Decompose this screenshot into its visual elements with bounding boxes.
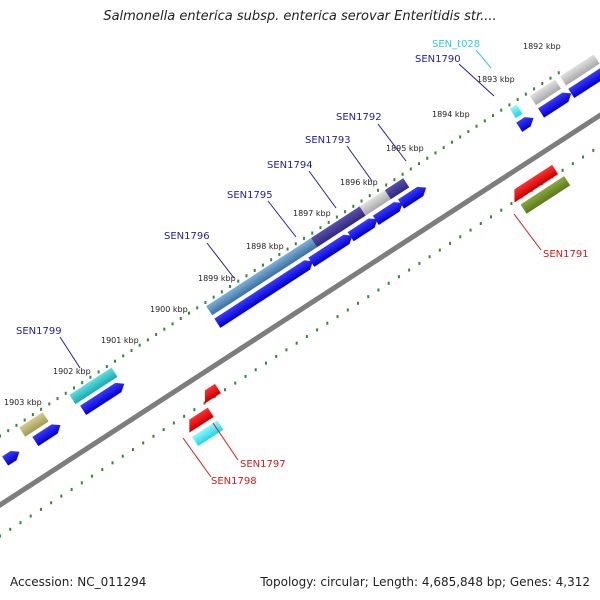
gene-feature-sen1797[interactable] — [183, 407, 214, 433]
gene-label-sen1796[interactable]: SEN1796 — [164, 231, 210, 242]
cds-arrow[interactable] — [308, 231, 355, 267]
gene-label-sen1798[interactable]: SEN1798 — [211, 476, 257, 487]
label-connectors — [59, 49, 542, 478]
tick-label: 1895 kbp — [386, 144, 424, 153]
connector-sen1796 — [206, 242, 235, 279]
connector-sen1795 — [267, 200, 297, 238]
gene-feature-sen1796[interactable] — [206, 238, 318, 316]
gene-label-sen1799[interactable]: SEN1799 — [16, 326, 62, 337]
cds-arrow[interactable] — [372, 198, 406, 225]
connector-sen1797 — [212, 422, 239, 461]
connector-sen1793 — [346, 145, 373, 182]
gene-feature-sen1790[interactable] — [529, 79, 562, 106]
tick-label: 1898 kbp — [246, 242, 284, 251]
connector-sen-t028 — [475, 49, 492, 69]
tick-label: 1894 kbp — [432, 110, 470, 119]
gene-feature-sen1791[interactable] — [520, 176, 571, 214]
tick-label: 1893 kbp — [477, 75, 515, 84]
tick-label: 1901 kbp — [101, 336, 139, 345]
gene-label-sen1791[interactable]: SEN1791 — [543, 249, 589, 260]
cds-arrow[interactable] — [538, 89, 574, 118]
gene-label-sen1797[interactable]: SEN1797 — [240, 459, 286, 470]
gene-feature-sen1799[interactable] — [69, 367, 118, 405]
gene-feature-sen1791-red[interactable] — [508, 164, 559, 203]
gene-feature-grey-far[interactable] — [560, 54, 600, 86]
tick-label: 1896 kbp — [340, 178, 378, 187]
genome-backbone — [0, 87, 600, 528]
gene-label-sen-t028[interactable]: SEN_t028 — [432, 39, 480, 50]
cds-arrow[interactable] — [516, 113, 536, 132]
gene-label-sen1794[interactable]: SEN1794 — [267, 160, 313, 171]
connector-sen1792 — [377, 123, 407, 162]
tick-label: 1902 kbp — [53, 367, 91, 376]
gene-label-sen1795[interactable]: SEN1795 — [227, 190, 273, 201]
tick-label: 1903 kbp — [4, 398, 42, 407]
connector-sen1798 — [182, 437, 212, 478]
tick-label: 1897 kbp — [293, 209, 331, 218]
gene-feature-sen1792[interactable] — [384, 178, 410, 200]
tick-label: 1900 kbp — [150, 305, 188, 314]
cds-arrow[interactable] — [32, 421, 63, 447]
tick-label: 1899 kbp — [198, 274, 236, 283]
gene-labels: SEN_t028 SEN1790 SEN1792 SEN1793 SEN1794… — [16, 39, 589, 487]
cds-arrow[interactable] — [214, 257, 316, 328]
connector-sen1794 — [308, 170, 337, 209]
cds-arrow[interactable] — [80, 379, 127, 416]
connector-sen1791 — [513, 213, 542, 251]
accession-text: Accession: NC_011294 — [10, 575, 147, 589]
cds-arrow[interactable] — [347, 215, 381, 242]
gene-label-sen1792[interactable]: SEN1792 — [336, 112, 382, 123]
cds-arrow[interactable] — [398, 183, 429, 209]
feature-layer — [2, 54, 600, 466]
gene-label-sen1790[interactable]: SEN1790 — [415, 54, 461, 65]
cds-arrow[interactable] — [568, 63, 600, 99]
gene-feature-sen1794[interactable] — [311, 206, 366, 248]
cds-arrow[interactable] — [2, 447, 22, 466]
backbone-layer — [0, 87, 600, 528]
tick-layer: 1892 kbp 1893 kbp 1894 kbp 1895 kbp 1896 kbp… — [0, 42, 595, 538]
tick-label: 1892 kbp — [523, 42, 561, 51]
connector-sen1799 — [59, 336, 81, 369]
gene-feature-sen-t028[interactable] — [509, 104, 523, 119]
map-title: Salmonella enterica subsp. enterica sero… — [103, 9, 497, 24]
gene-feature-red-small[interactable] — [199, 383, 221, 404]
genome-summary-text: Topology: circular; Length: 4,685,848 bp… — [260, 575, 590, 589]
gene-feature-khaki[interactable] — [19, 412, 49, 437]
gene-label-sen1793[interactable]: SEN1793 — [305, 135, 351, 146]
connector-sen1790 — [458, 63, 495, 97]
gene-feature-sen1793[interactable] — [359, 190, 391, 216]
